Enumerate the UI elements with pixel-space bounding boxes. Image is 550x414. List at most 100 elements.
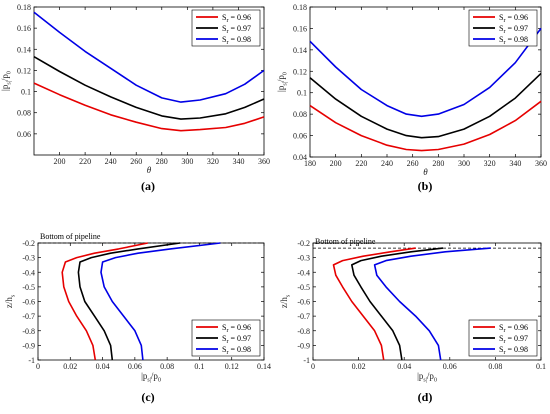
x-axis-label: |ps|​/p0​ [417,371,437,384]
x-tick-label: 0.04 [96,362,110,371]
x-tick-label: 0 [311,362,315,371]
chart-panel-a: 200 220 240 260 280 300 320 340 360 0.06 0.08 0.1 0.… [0,3,270,175]
y-tick-label: -0.3 [297,254,310,263]
y-tick-label: -0.4 [22,268,35,277]
x-tick-label: 360 [258,157,270,166]
x-tick-label: 320 [207,157,219,166]
series-line-3 [100,242,221,361]
x-tick-label: 0.12 [225,362,239,371]
y-tick-label: -0.3 [22,254,35,263]
legend-entry: Sr = 0.96 [499,323,528,334]
y-tick-label: 0.18 [293,3,307,12]
legend-entry: Sr = 0.96 [222,323,251,334]
x-tick-label: 300 [181,157,193,166]
legend-entry: Sr = 0.97 [222,24,251,35]
y-tick-label: -0.8 [22,327,35,336]
y-tick-label: 0.14 [17,45,31,54]
x-tick-label: 0 [36,362,40,371]
y-tick-label: 0.12 [17,66,31,75]
series-line-1 [33,82,265,132]
y-tick-label: -0.4 [297,268,310,277]
panel-label-c: (c) [141,390,154,404]
legend-entry: Sr = 0.97 [499,334,528,345]
x-tick-label: 0.1 [536,362,546,371]
panel-label-b: (b) [418,179,433,193]
x-tick-label: 300 [458,159,470,168]
x-tick-label: 280 [432,159,444,168]
plot-frame [33,6,265,156]
series-line-1 [61,242,148,361]
y-tick-label: -0.5 [297,283,310,292]
x-tick-label: 200 [54,157,66,166]
x-tick-label: 0.1 [194,362,204,371]
legend-entry: Sr = 0.96 [499,13,528,24]
y-axis-label: z/hs​ [279,294,292,308]
x-tick-label: 260 [407,159,419,168]
y-tick-label: 0.16 [293,24,307,33]
panel-label-d: (d) [418,390,433,404]
series-line-2 [77,242,181,361]
x-axis-label: θ [423,167,428,177]
y-tick-label: 0.16 [17,24,31,33]
y-axis-label: |ps|​/p0​ [276,72,289,92]
plot-frame [309,6,542,158]
y-tick-label: -0.5 [22,283,35,292]
x-tick-label: 340 [232,157,244,166]
y-tick-label: 0.06 [293,132,307,141]
pipeline-annotation: Bottom of pipeline [315,237,376,246]
y-tick-label: -0.7 [297,312,310,321]
y-tick-label: 0.04 [293,153,307,162]
series-line-1 [332,247,416,361]
x-tick-label: 0.06 [128,362,142,371]
x-tick-label: 180 [304,159,316,168]
y-tick-label: -0.6 [22,298,35,307]
legend-entry: Sr = 0.97 [499,24,528,35]
x-tick-label: 0.04 [397,362,411,371]
y-tick-label: -0.2 [297,239,310,248]
y-tick-label: -0.9 [297,341,310,350]
x-tick-label: 260 [130,157,142,166]
x-axis-label: θ [147,165,152,175]
y-tick-label: 0.14 [293,46,307,55]
series-line-3 [309,27,542,118]
x-tick-label: 0.02 [63,362,77,371]
chart-panel-c: 0 0.02 0.04 0.06 0.08 0.1 0.12 0.14 -1 -0.9 -0.8 -0… [4,232,271,384]
x-tick-label: 340 [509,159,521,168]
x-axis-label: |ps|​/p0​ [141,371,161,384]
legend-entry: Sr = 0.98 [222,345,251,356]
y-tick-label: -0.2 [22,239,35,248]
x-tick-label: 0.02 [352,362,366,371]
y-tick-label: -1 [303,356,310,365]
legend-entry: Sr = 0.97 [222,334,251,345]
legend-entry: Sr = 0.98 [499,35,528,46]
y-tick-label: -1 [28,356,35,365]
series-line-3 [33,11,265,103]
y-tick-label: 0.1 [21,88,31,97]
x-tick-label: 200 [330,159,342,168]
series-line-2 [33,56,265,120]
y-axis-label: |ps|​/p0​ [0,71,13,91]
y-tick-label: 0.18 [17,3,31,12]
y-tick-label: 0.12 [293,67,307,76]
x-tick-label: 220 [355,159,367,168]
x-tick-label: 0.08 [488,362,502,371]
legend-entry: Sr = 0.98 [222,35,251,46]
legend-entry: Sr = 0.98 [499,345,528,356]
legend-entry: Sr = 0.96 [222,13,251,24]
series-line-2 [309,72,542,139]
panel-label-a: (a) [141,179,155,193]
y-tick-label: 0.08 [293,110,307,119]
pipeline-annotation: Bottom of pipeline [40,232,101,241]
x-tick-label: 320 [484,159,496,168]
x-tick-label: 360 [535,159,547,168]
y-axis-label: z/hs​ [4,294,17,308]
y-tick-label: -0.8 [297,327,310,336]
series-line-3 [373,247,491,361]
x-tick-label: 0.06 [443,362,457,371]
x-tick-label: 0.14 [257,362,271,371]
